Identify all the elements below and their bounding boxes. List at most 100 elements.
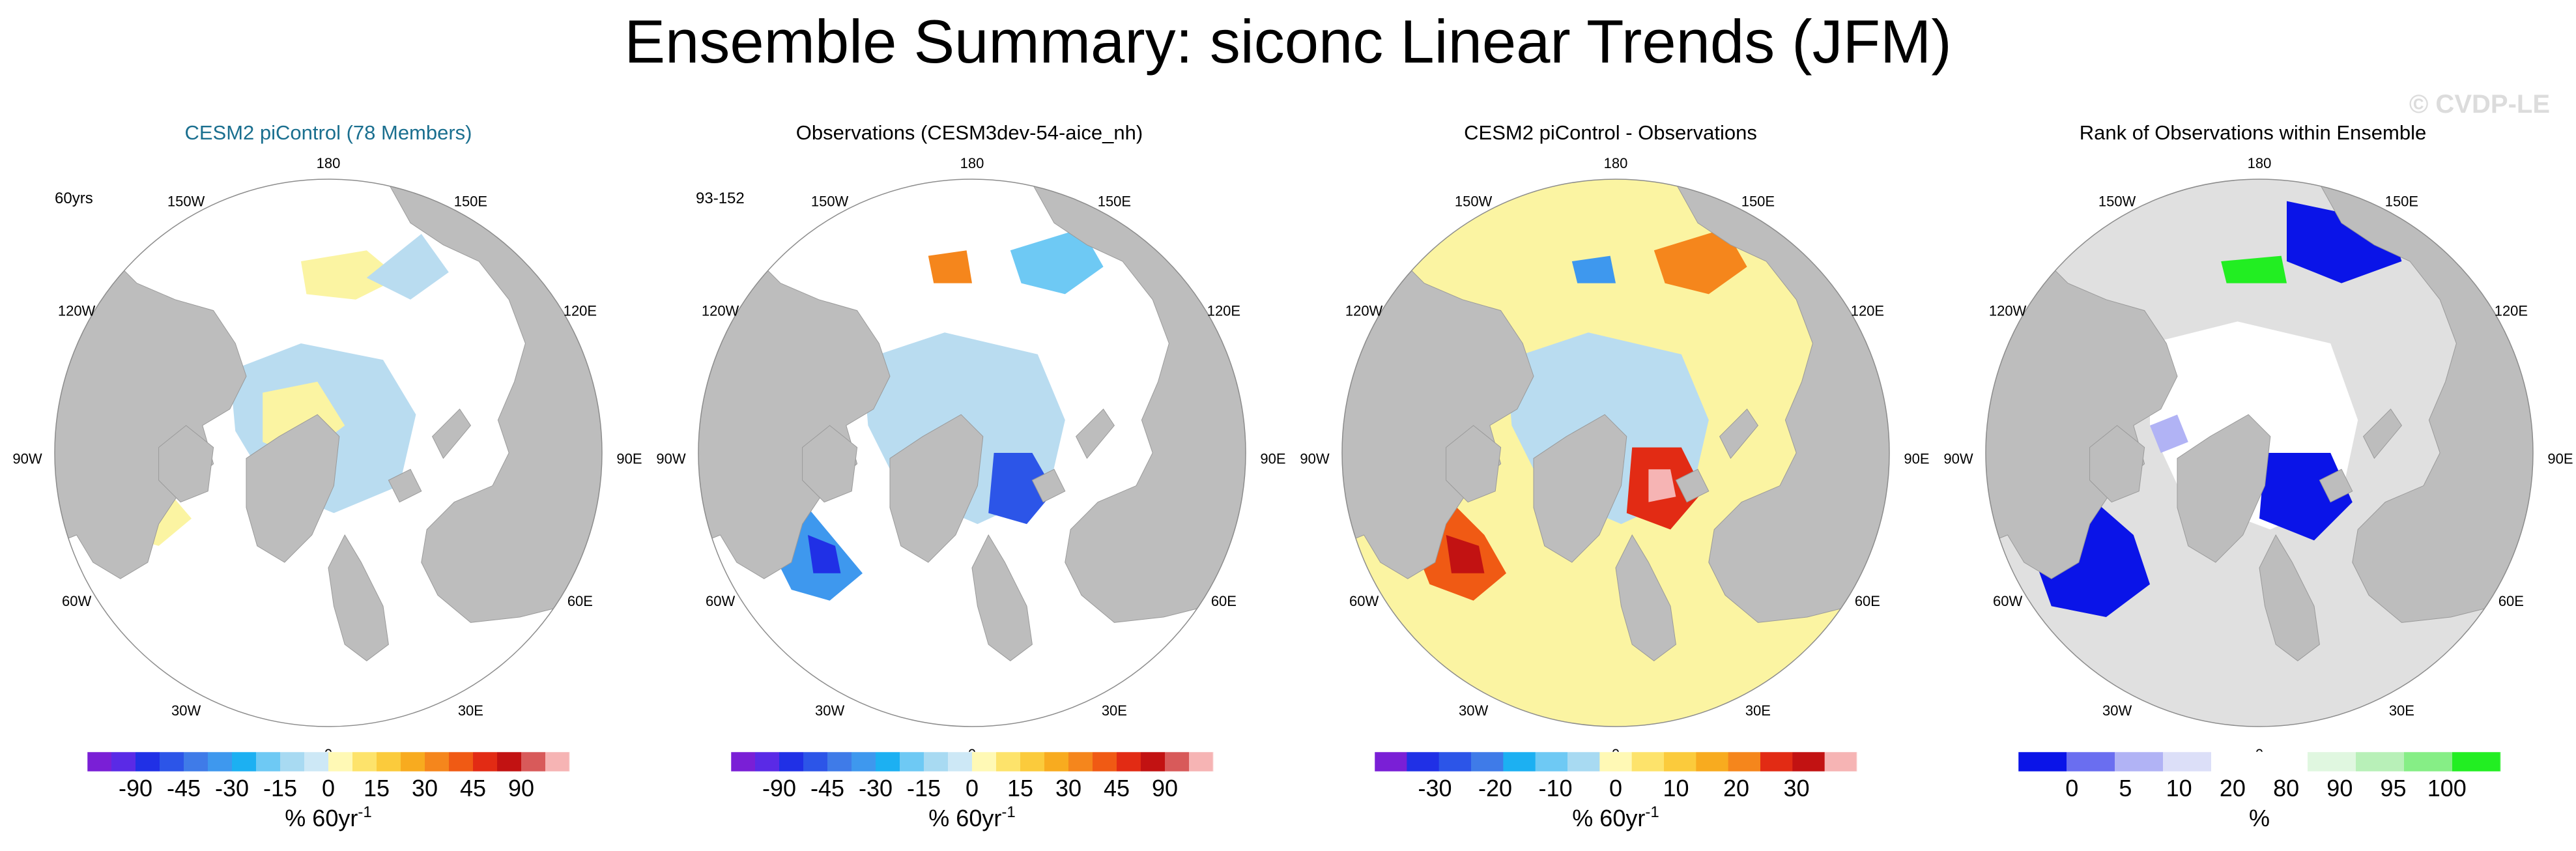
colorbar-swatch (473, 752, 498, 772)
colorbar-swatch (2259, 752, 2308, 772)
map-boundary (698, 179, 1246, 727)
panel-title: CESM2 piControl (78 Members) (184, 121, 472, 144)
lon-label: 30W (171, 702, 201, 719)
colorbar-swatch (2211, 752, 2260, 772)
colorbar-swatch (160, 752, 184, 772)
lon-label: 90E (2547, 450, 2573, 467)
colorbar-tick-label: -90 (119, 775, 152, 801)
land-scandinavia (1615, 534, 1676, 661)
lon-label: 90E (1904, 450, 1929, 467)
lon-label: 90E (616, 450, 642, 467)
colorbar-tick-label: 15 (1007, 775, 1033, 801)
sea-ice-trend-region (2150, 414, 2188, 453)
land-hudson (1446, 425, 1502, 503)
lon-label: 60E (1855, 593, 1880, 609)
colorbar-tick-label: 5 (2119, 775, 2132, 801)
colorbar-tick-label: -30 (215, 775, 249, 801)
colorbar-tick-label: 30 (412, 775, 438, 801)
panel-cesm2-picontrol: CESM2 piControl (78 Members) 60yrs 180 15… (12, 121, 642, 831)
colorbar-swatch (1664, 752, 1696, 772)
sea-ice-trend-region (988, 453, 1054, 525)
panel-observations: Observations (CESM3dev-54-aice_nh) 93-15… (656, 121, 1285, 831)
lon-label: 30W (815, 702, 844, 719)
lon-label: 180 (2248, 155, 2272, 171)
land-hudson (802, 425, 858, 503)
colorbar-swatch (1438, 752, 1472, 772)
colorbar-swatch (1141, 752, 1166, 772)
lon-label: 150E (1098, 194, 1131, 210)
lon-label: 120E (2495, 303, 2528, 319)
colorbar-swatch (111, 752, 136, 772)
colorbar-swatch (377, 752, 401, 772)
sea-ice-trend-region (2259, 453, 2353, 541)
colorbar-swatch (2404, 752, 2453, 772)
land-greenland (246, 414, 340, 563)
sea-ice-trend-region (1010, 228, 1104, 295)
corner-label: 93-152 (696, 190, 745, 207)
colorbar-tick-label: 0 (322, 775, 335, 801)
colorbar-swatch (449, 752, 474, 772)
lon-label: 150W (1455, 194, 1493, 210)
lon-label: 150E (454, 194, 487, 210)
lon-label: 180 (317, 155, 341, 171)
colorbar-tick-label: 0 (1609, 775, 1622, 801)
colorbar: -90 -45 -30 -15 0 15 30 45 90 % 60yr-1 (730, 751, 1214, 831)
colorbar-swatch (900, 752, 924, 772)
colorbar-swatch (731, 752, 756, 772)
lon-label: 60W (1993, 593, 2022, 609)
colorbar-tick-label: 30 (1055, 775, 1081, 801)
sea-ice-trend-region (366, 234, 449, 300)
colorbar-swatch (232, 752, 257, 772)
colorbar-tick-label: 10 (2166, 775, 2192, 801)
lon-label: 60E (2498, 593, 2524, 609)
corner-label: 60yrs (55, 190, 93, 207)
panel-title: Rank of Observations within Ensemble (2080, 121, 2426, 144)
colorbar-unit-label: % (2249, 805, 2270, 831)
unit-superscript: -1 (358, 803, 371, 821)
colorbar-swatch (1599, 752, 1633, 772)
lon-label: 90W (656, 450, 685, 467)
colorbar-tick-label: 10 (1663, 775, 1689, 801)
colorbar-swatch (401, 752, 425, 772)
colorbar-swatch (2018, 752, 2067, 772)
land-svalbard (388, 469, 422, 503)
colorbar-tick-label: -90 (762, 775, 796, 801)
lon-label: 90W (1943, 450, 1973, 467)
lon-label: 60W (1349, 593, 1379, 609)
colorbar-swatch (280, 752, 305, 772)
colorbar-swatch (1567, 752, 1600, 772)
sea-ice-trend-region (301, 250, 400, 300)
lon-label: 120E (1851, 303, 1884, 319)
colorbar-swatch (1189, 752, 1214, 772)
colorbar-tick-label: 30 (1783, 775, 1809, 801)
colorbar-tick-label: -30 (1418, 775, 1452, 801)
lon-label: 150E (1741, 194, 1775, 210)
colorbar-swatch (1792, 752, 1825, 772)
lon-label: 60W (706, 593, 735, 609)
colorbar-swatch (425, 752, 450, 772)
lon-label: 120W (1989, 303, 2027, 319)
colorbar-swatch (1728, 752, 1761, 772)
colorbar-swatch (972, 752, 997, 772)
land-scandinavia (971, 534, 1033, 661)
lon-label: 60E (567, 593, 593, 609)
colorbar-tick-label: 45 (460, 775, 486, 801)
colorbar-tick-label: -20 (1478, 775, 1512, 801)
sea-ice-trend-region (1571, 255, 1616, 283)
unit-superscript: -1 (1645, 803, 1659, 821)
land-hudson (158, 425, 214, 503)
colorbar-swatch (2452, 752, 2501, 772)
colorbar-tick-label: -45 (167, 775, 201, 801)
colorbar-swatch (1093, 752, 1117, 772)
watermark: © CVDP-LE (2409, 90, 2550, 119)
lon-label: 120W (58, 303, 96, 319)
sea-ice-trend-region (1648, 469, 1676, 502)
colorbar-tick-label: -15 (263, 775, 297, 801)
panel-title: CESM2 piControl - Observations (1464, 121, 1757, 144)
colorbar-swatch (924, 752, 949, 772)
colorbar-swatch (755, 752, 780, 772)
colorbar-swatch (852, 752, 876, 772)
lon-label: 150E (2385, 194, 2418, 210)
